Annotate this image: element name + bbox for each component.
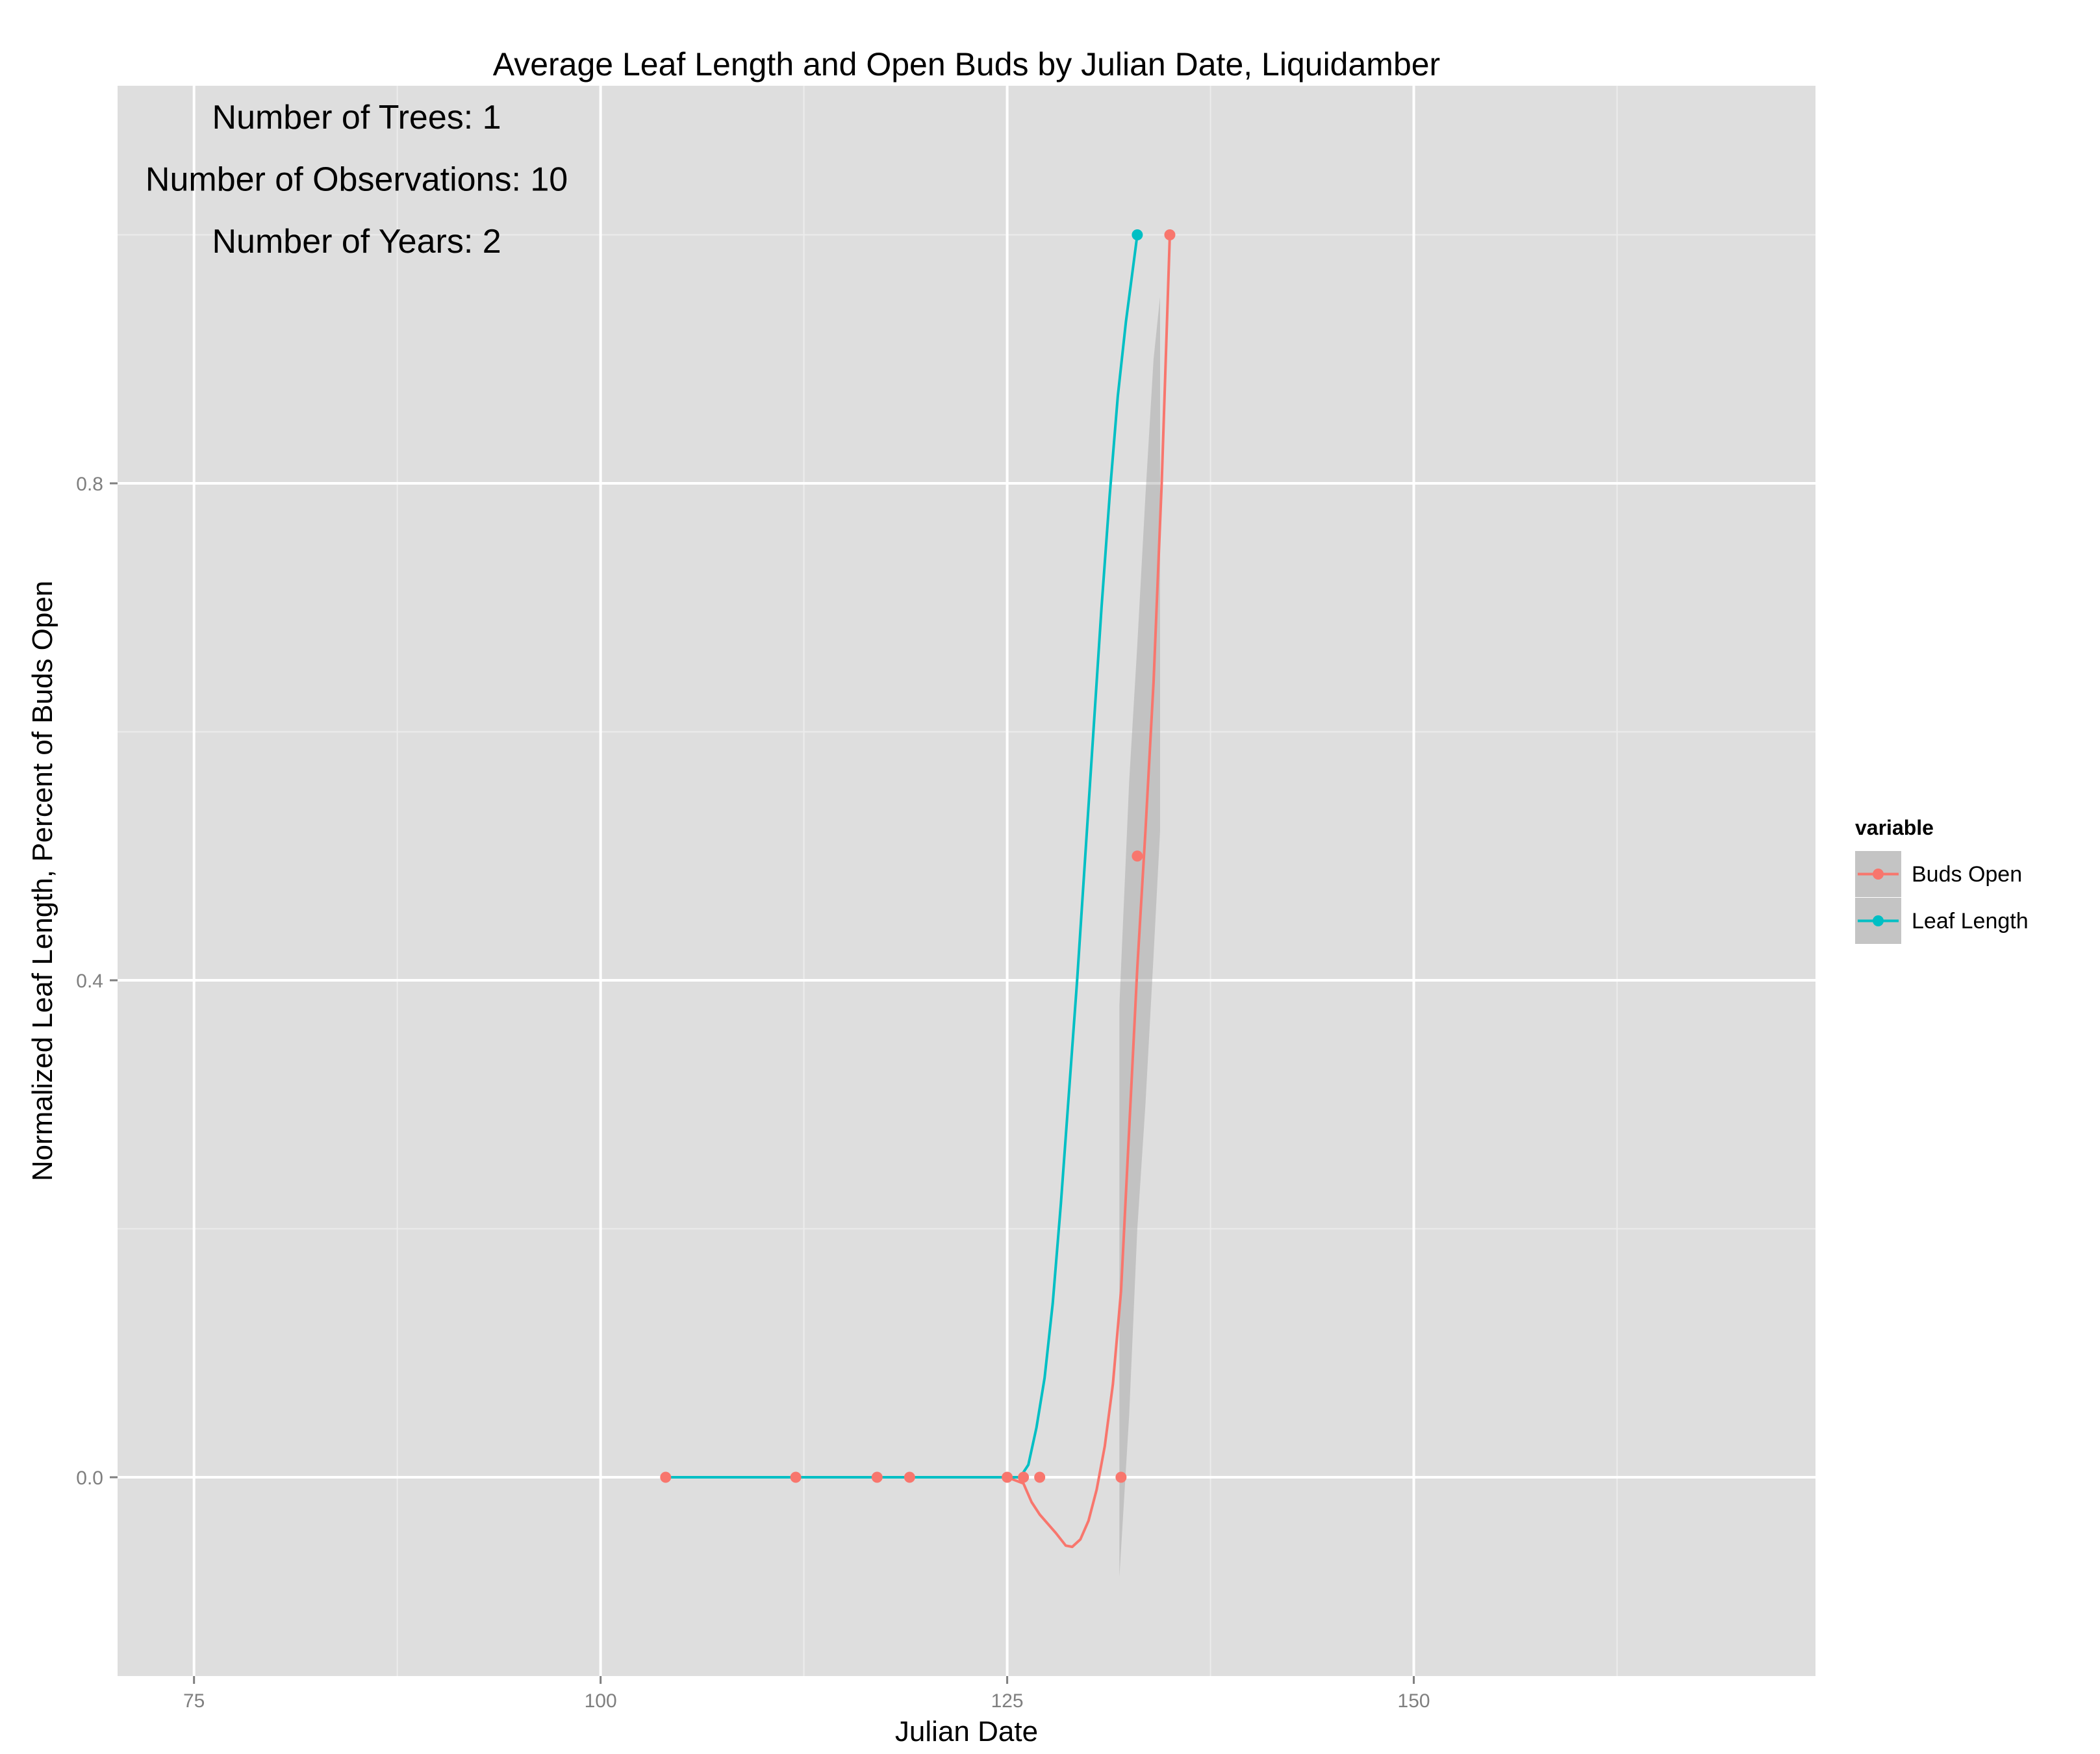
chart-title: Average Leaf Length and Open Buds by Jul…	[493, 46, 1440, 83]
series-lines	[665, 235, 1171, 1549]
data-point	[1002, 1471, 1013, 1483]
data-point	[1164, 229, 1176, 240]
x-tick-label: 75	[183, 1690, 205, 1712]
annotation-text: Number of Years: 2	[212, 223, 501, 261]
legend: variable Buds Open Leaf Length	[1855, 816, 2029, 944]
legend-key-point	[1873, 869, 1884, 880]
data-point	[1132, 850, 1143, 862]
annotations: Number of Trees: 1 Number of Observations…	[145, 99, 568, 261]
legend-label: Leaf Length	[1912, 909, 2029, 934]
x-tick-label: 150	[1398, 1690, 1430, 1712]
x-tick-label: 100	[585, 1690, 617, 1712]
legend-key-point	[1873, 915, 1884, 926]
grid-minor	[118, 86, 1815, 1676]
y-tick-label: 0.8	[76, 474, 103, 495]
annotation-text: Number of Trees: 1	[212, 99, 501, 136]
data-point	[904, 1471, 915, 1483]
series-line	[665, 235, 1171, 1549]
data-point	[790, 1471, 802, 1483]
legend-label: Buds Open	[1912, 862, 2022, 887]
series-points	[660, 229, 1176, 1483]
data-point	[1018, 1471, 1030, 1483]
y-axis-title: Normalized Leaf Length, Percent of Buds …	[27, 581, 58, 1182]
data-point	[1115, 1471, 1127, 1483]
legend-keys: Buds Open Leaf Length	[1855, 851, 2029, 944]
legend-title: variable	[1855, 816, 1934, 839]
series-line	[665, 235, 1139, 1479]
axis-ticks: 75 100 125 150 0.0 0.4 0.8	[76, 474, 1430, 1712]
data-point	[660, 1471, 672, 1483]
grid-major	[118, 86, 1815, 1676]
data-point	[1132, 229, 1143, 240]
annotation-text: Number of Observations: 10	[145, 160, 568, 198]
data-point	[871, 1471, 883, 1483]
x-tick-label: 125	[991, 1690, 1024, 1712]
y-tick-label: 0.4	[76, 971, 103, 992]
y-tick-label: 0.0	[76, 1468, 103, 1489]
data-point	[1034, 1471, 1046, 1483]
plot-panel	[118, 86, 1815, 1676]
x-axis-title: Julian Date	[895, 1716, 1038, 1748]
